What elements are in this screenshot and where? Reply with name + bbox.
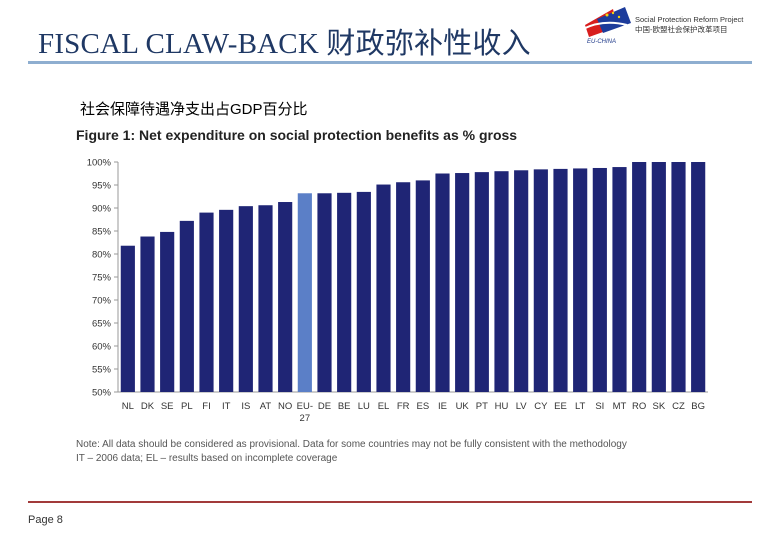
bar-no: [278, 202, 293, 392]
bar-si: [592, 167, 607, 392]
bar-pt: [474, 172, 489, 392]
x-tick-label: BG: [691, 401, 705, 412]
bar-is: [238, 206, 253, 392]
bar-sk: [651, 162, 666, 392]
bar-lt: [573, 168, 588, 392]
y-tick-label: 65%: [92, 319, 112, 330]
y-tick-label: 55%: [92, 365, 112, 376]
x-tick-label: FR: [397, 401, 410, 412]
x-tick-label: 27: [300, 413, 311, 424]
x-tick-label: NL: [122, 401, 134, 412]
y-tick-label: 80%: [92, 250, 112, 261]
x-tick-label: EU-: [297, 401, 313, 412]
y-tick-label: 70%: [92, 296, 112, 307]
bar-cy: [533, 169, 548, 392]
bar-pl: [179, 220, 194, 392]
x-tick-label: RO: [632, 401, 646, 412]
x-tick-label: PT: [476, 401, 488, 412]
bar-uk: [455, 173, 470, 392]
x-tick-label: EL: [378, 401, 390, 412]
x-tick-label: PL: [181, 401, 193, 412]
x-tick-label: IS: [241, 401, 250, 412]
bar-fi: [199, 212, 214, 392]
bar-at: [258, 205, 273, 392]
note-line-1: Note: All data should be considered as p…: [76, 439, 627, 450]
title-divider: [28, 61, 752, 64]
chart-subtitle: 社会保障待遇净支出占GDP百分比: [80, 101, 308, 118]
x-tick-label: IE: [438, 401, 447, 412]
x-tick-label: UK: [456, 401, 470, 412]
x-tick-label: HU: [495, 401, 509, 412]
x-tick-label: BE: [338, 401, 351, 412]
note-line-2: IT – 2006 data; EL – results based on in…: [76, 453, 338, 464]
logo-text: Social Protection Reform Project 中国-欧盟社会…: [635, 15, 743, 35]
bar-bg: [691, 162, 706, 392]
bar-dk: [140, 236, 155, 392]
bar-be: [337, 192, 352, 392]
bar-ie: [435, 173, 450, 392]
bar-cz: [671, 162, 686, 392]
slide-title: FISCAL CLAW-BACK 财政弥补性收入: [38, 28, 531, 60]
bar-chart: 50% 55% 60% 65% 70% 75% 80% 85% 90% 95% 100% NL DK SE…: [87, 158, 708, 424]
y-tick-label: 50%: [92, 388, 112, 399]
logo-line1: Social Protection Reform Project: [635, 15, 744, 24]
x-tick-label: LT: [575, 401, 586, 412]
y-tick-label: 100%: [87, 158, 112, 169]
y-tick-label: 95%: [92, 181, 112, 192]
bar-lv: [514, 170, 529, 392]
logo-sub: EU-CHINA: [587, 39, 617, 45]
footer-divider: [28, 501, 752, 503]
x-tick-label: MT: [613, 401, 627, 412]
figure-note: Note: All data should be considered as p…: [76, 438, 627, 466]
x-tick-label: SK: [652, 401, 665, 412]
y-tick-label: 75%: [92, 273, 112, 284]
figure-title: Figure 1: Net expenditure on social prot…: [76, 127, 518, 143]
y-tick-label: 60%: [92, 342, 112, 353]
bar-ee: [553, 168, 568, 392]
x-tick-label: EE: [554, 401, 567, 412]
bar-ro: [632, 162, 647, 392]
x-tick-label: SI: [595, 401, 604, 412]
x-tick-label: CZ: [672, 401, 685, 412]
bar-fr: [396, 182, 411, 392]
x-tick-label: CY: [534, 401, 548, 412]
bar-it: [219, 209, 234, 392]
x-tick-label: DE: [318, 401, 331, 412]
x-tick-label: NO: [278, 401, 292, 412]
x-tick-label: LV: [516, 401, 528, 412]
bar-el: [376, 184, 391, 392]
y-tick-label: 90%: [92, 204, 112, 215]
x-tick-label: AT: [260, 401, 272, 412]
x-tick-label: DK: [141, 401, 155, 412]
flags-logo-icon: [582, 7, 631, 37]
y-tick-label: 85%: [92, 227, 112, 238]
bar-nl: [120, 245, 135, 392]
page-number: Page 8: [28, 514, 63, 526]
x-tick-label: FI: [202, 401, 210, 412]
x-tick-label: ES: [416, 401, 429, 412]
project-logo: Social Protection Reform Project 中国-欧盟社会…: [582, 5, 763, 50]
bar-es: [415, 180, 430, 392]
bar-hu: [494, 171, 509, 392]
bar-de: [317, 193, 332, 392]
x-tick-label: IT: [222, 401, 231, 412]
bar-lu: [356, 191, 371, 392]
bar-mt: [612, 167, 627, 392]
x-tick-label: LU: [358, 401, 370, 412]
bar-se: [160, 231, 175, 392]
logo-line2: 中国-欧盟社会保护改革项目: [635, 25, 728, 34]
bar-eu-27: [297, 193, 312, 392]
x-tick-label: SE: [161, 401, 174, 412]
